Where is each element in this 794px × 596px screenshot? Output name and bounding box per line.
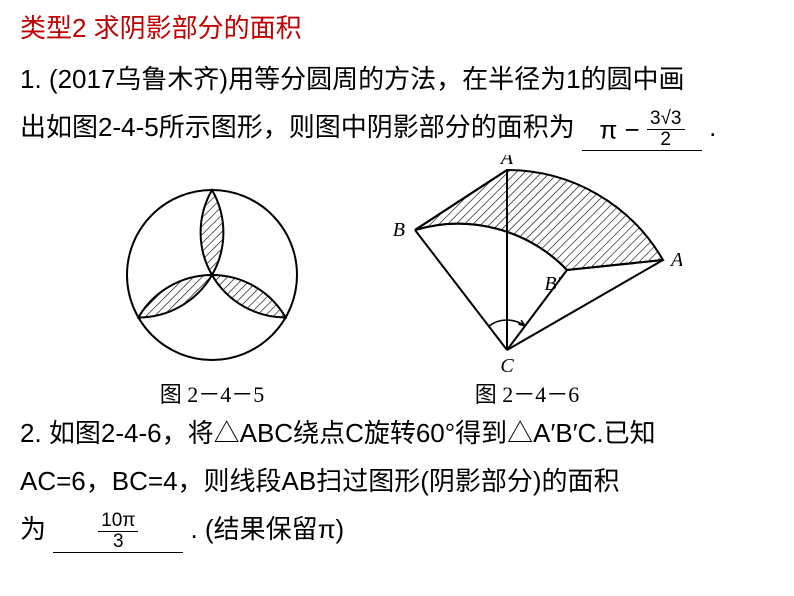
q1-answer-fraction: 3√32 (647, 109, 685, 150)
section-heading: 类型2 求阴影部分的面积 (20, 8, 774, 45)
q1-period: . (709, 112, 716, 142)
figure-2-svg: A B B′ A′ C (372, 155, 682, 375)
q2-frac-num: 10π (98, 511, 138, 532)
q1-line1: 1. (2017乌鲁木齐)用等分圆周的方法，在半径为1的圆中画 (20, 64, 685, 94)
figure-1-caption: 图 2－4－5 (112, 377, 312, 409)
q2-line3b: . (结果保留π) (190, 514, 344, 544)
q1-frac-num: 3√3 (647, 109, 685, 130)
svg-text:B: B (393, 219, 405, 241)
figure-1-svg (112, 180, 312, 375)
q2-line1: 2. 如图2-4-6，将△ABC绕点C旋转60°得到△A′B′C.已知 (20, 418, 656, 448)
svg-text:C: C (500, 355, 514, 375)
figure-2-caption: 图 2－4－6 (372, 377, 682, 409)
q2-frac-den: 3 (98, 532, 138, 552)
figure-2: A B B′ A′ C 图 2－4－6 (372, 155, 682, 409)
q2-answer-fraction: 10π3 (98, 511, 138, 552)
q1-answer-blank: π − 3√32 (582, 109, 702, 151)
q1-answer-prefix: π − (599, 114, 647, 144)
q1-answer: π − 3√32 (599, 111, 684, 152)
figure-1: 图 2－4－5 (112, 180, 312, 409)
q2-line2: AC=6，BC=4，则线段AB扫过图形(阴影部分)的面积 (20, 466, 620, 496)
figures-row: 图 2－4－5 A B B′ A′ C 图 2－4－6 (20, 155, 774, 409)
q2-line3a: 为 (20, 514, 46, 544)
q2-answer: 10π3 (98, 513, 138, 554)
svg-text:A: A (499, 155, 514, 169)
question-2: 2. 如图2-4-6，将△ABC绕点C旋转60°得到△A′B′C.已知 AC=6… (20, 409, 774, 553)
q1-frac-den: 2 (647, 130, 685, 150)
q2-answer-blank: 10π3 (53, 511, 183, 553)
q1-line2a: 出如图2-4-5所示图形，则图中阴影部分的面积为 (20, 112, 575, 142)
svg-text:A′: A′ (669, 249, 682, 271)
page: 类型2 求阴影部分的面积 1. (2017乌鲁木齐)用等分圆周的方法，在半径为1… (0, 0, 794, 596)
question-1: 1. (2017乌鲁木齐)用等分圆周的方法，在半径为1的圆中画 出如图2-4-5… (20, 55, 774, 151)
svg-text:B′: B′ (544, 273, 561, 295)
